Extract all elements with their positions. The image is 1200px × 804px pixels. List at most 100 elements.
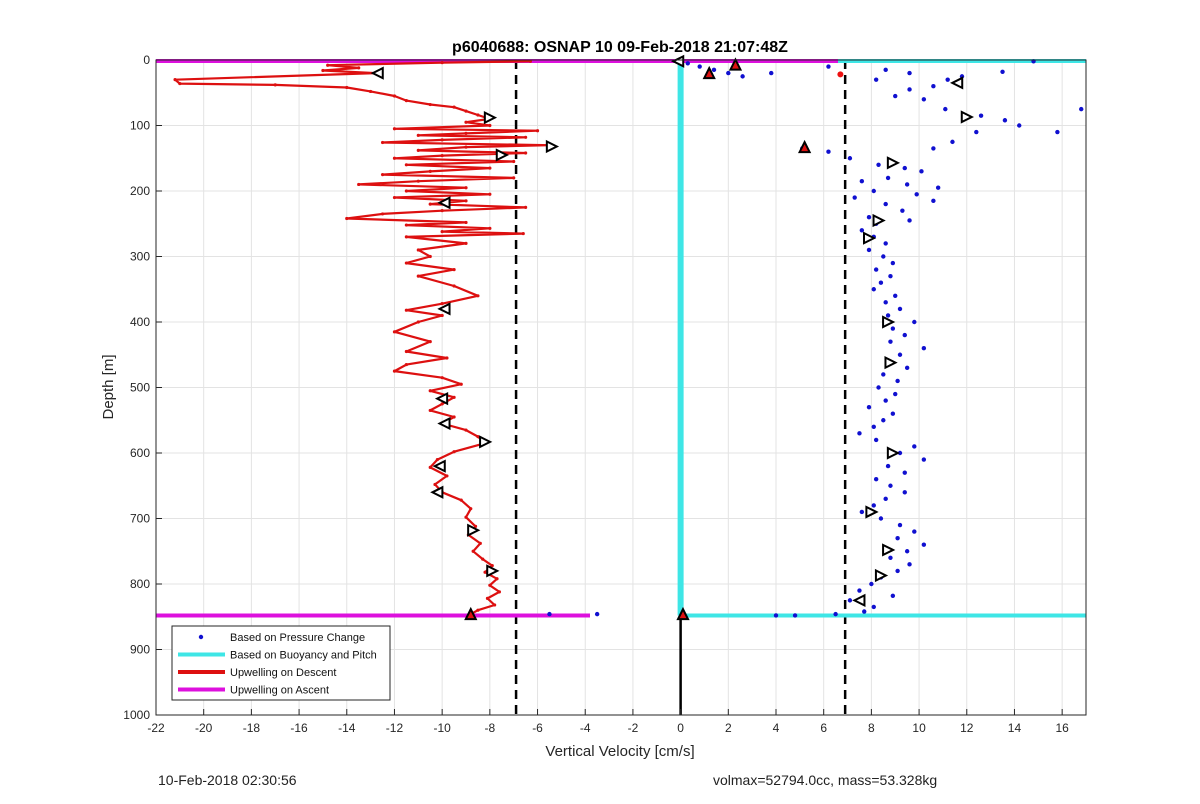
- x-tick-label: 8: [868, 721, 875, 735]
- descent-point: [488, 226, 492, 230]
- pressure-change-point: [1079, 106, 1084, 112]
- descent-point: [440, 154, 444, 158]
- descent-point: [445, 474, 449, 478]
- pressure-change-point: [876, 385, 881, 390]
- pressure-change-point: [897, 306, 903, 312]
- descent-point: [178, 81, 182, 86]
- pressure-change-point: [935, 185, 941, 190]
- legend-label: Based on Pressure Change: [230, 632, 365, 644]
- pressure-change-point: [895, 535, 900, 541]
- y-tick-label: 400: [130, 315, 150, 329]
- descent-point: [464, 109, 468, 113]
- descent-point: [357, 182, 361, 187]
- pressure-change-point: [871, 503, 876, 508]
- pressure-change-point: [859, 509, 865, 515]
- y-axis-ticks: 0 100 200 300 400 500 600 700 800 900 1000: [123, 53, 162, 722]
- x-tick-label: 0: [677, 721, 684, 735]
- pressure-change-point: [871, 188, 876, 194]
- descent-point: [326, 63, 330, 67]
- descent-point: [369, 89, 373, 94]
- descent-point: [512, 159, 516, 164]
- pressure-change-point: [862, 609, 867, 614]
- chart-title: p6040688: OSNAP 10 09-Feb-2018 21:07:48Z: [452, 39, 788, 56]
- pressure-change-point: [902, 165, 907, 171]
- pressure-change-point: [859, 228, 865, 233]
- x-tick-label: -8: [485, 721, 496, 735]
- pressure-change-point: [900, 208, 905, 213]
- y-tick-label: 900: [130, 643, 150, 657]
- descent-point: [440, 376, 444, 380]
- pressure-change-point: [726, 70, 731, 76]
- pressure-change-point: [826, 149, 831, 154]
- pressure-change-point: [921, 97, 927, 102]
- x-tick-label: 16: [1055, 721, 1069, 735]
- descent-point: [476, 113, 480, 117]
- legend-label: Upwelling on Descent: [230, 667, 336, 679]
- descent-point: [524, 135, 528, 139]
- descent-point: [428, 254, 432, 259]
- descent-point: [433, 482, 437, 487]
- pressure-change-point: [773, 613, 779, 618]
- pressure-change-point: [888, 273, 893, 279]
- pressure-change-point: [1002, 118, 1008, 123]
- pressure-change-point: [871, 604, 876, 610]
- descent-point: [488, 192, 492, 196]
- x-axis-label: Vertical Velocity [cm/s]: [545, 743, 694, 760]
- pressure-change-point: [878, 280, 884, 285]
- descent-point: [404, 189, 408, 193]
- pressure-change-point: [847, 156, 853, 161]
- descent-point: [345, 85, 349, 90]
- pressure-change-point: [876, 162, 881, 167]
- profile-triangle-marker: [886, 156, 901, 170]
- pressure-change-point: [859, 178, 865, 184]
- descent-point: [428, 202, 432, 206]
- descent-point: [392, 127, 397, 131]
- descent-point: [404, 349, 408, 354]
- profile-triangle-marker: [370, 66, 384, 80]
- series-upwelling-on-descent: [173, 59, 552, 616]
- descent-point: [464, 515, 468, 519]
- pressure-change-point: [921, 346, 927, 351]
- pressure-change-point: [912, 319, 917, 325]
- pressure-change-point: [902, 490, 907, 495]
- descent-point: [392, 369, 397, 373]
- x-tick-label: -22: [147, 721, 165, 735]
- descent-point: [440, 302, 444, 306]
- pressure-change-point: [1055, 129, 1060, 135]
- descent-point: [452, 450, 456, 454]
- x-tick-label: 2: [725, 721, 732, 735]
- pressure-change-point: [833, 611, 838, 617]
- y-tick-label: 200: [130, 184, 150, 198]
- pressure-change-point: [881, 418, 886, 423]
- descent-point: [535, 129, 540, 133]
- descent-point: [452, 284, 456, 288]
- pressure-change-point: [931, 84, 936, 89]
- pressure-change-point: [974, 129, 979, 135]
- pressure-change-point: [904, 549, 910, 554]
- descent-point: [428, 465, 432, 470]
- profile-triangle-marker: [434, 392, 449, 406]
- pressure-change-point: [883, 201, 888, 207]
- pressure-change-point: [888, 483, 893, 488]
- pressure-change-point: [904, 182, 910, 187]
- profile-triangle-marker: [432, 459, 446, 473]
- x-tick-label: -14: [338, 721, 356, 735]
- descent-point: [459, 498, 463, 502]
- pressure-change-point: [883, 398, 888, 403]
- descent-point: [428, 389, 432, 393]
- pressure-change-point: [873, 437, 879, 443]
- descent-point: [452, 395, 456, 399]
- profile-triangle-marker: [437, 416, 451, 431]
- pressure-change-point: [888, 555, 893, 560]
- descent-point: [416, 133, 420, 137]
- profile-triangle-marker: [495, 148, 510, 162]
- pressure-change-point: [883, 496, 888, 502]
- pressure-change-point: [826, 64, 831, 69]
- descent-point: [440, 230, 444, 234]
- descent-point: [392, 94, 397, 98]
- pressure-change-point: [978, 113, 984, 118]
- descent-point: [392, 330, 397, 334]
- descent-point: [478, 541, 482, 545]
- y-tick-label: 600: [130, 446, 150, 460]
